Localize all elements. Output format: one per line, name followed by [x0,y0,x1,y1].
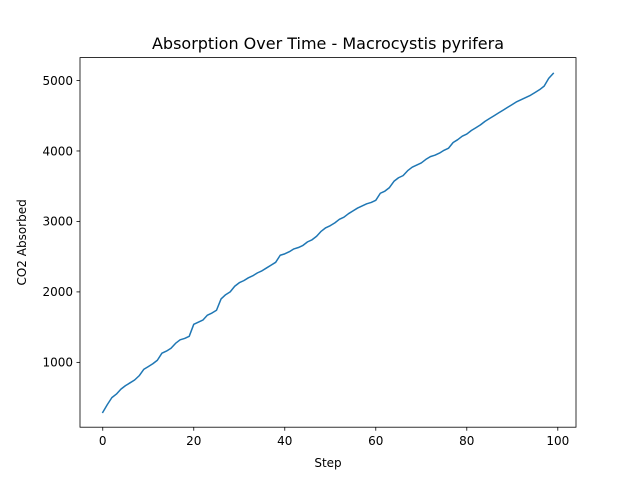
plot-frame [79,57,577,428]
y-tick-label: 2000 [42,285,73,299]
x-tick-label: 0 [99,434,107,448]
x-tick-label: 40 [277,434,292,448]
x-axis-ticks: 0 20 40 60 80 100 [99,427,569,448]
y-tick-label: 1000 [42,356,73,370]
y-axis-ticks: 1000 2000 3000 4000 5000 [42,74,80,370]
y-tick-label: 4000 [42,144,73,158]
x-tick-label: 80 [459,434,474,448]
x-tick-label: 60 [368,434,383,448]
series-line [101,72,555,414]
chart-title: Absorption Over Time - Macrocystis pyrif… [152,34,504,53]
plot-area [80,57,576,428]
y-axis-label: CO2 Absorbed [15,199,29,285]
y-tick-label: 5000 [42,74,73,88]
x-tick-label: 100 [546,434,569,448]
x-axis-label: Step [314,456,341,470]
y-tick-label: 3000 [42,215,73,229]
x-tick-label: 20 [186,434,201,448]
